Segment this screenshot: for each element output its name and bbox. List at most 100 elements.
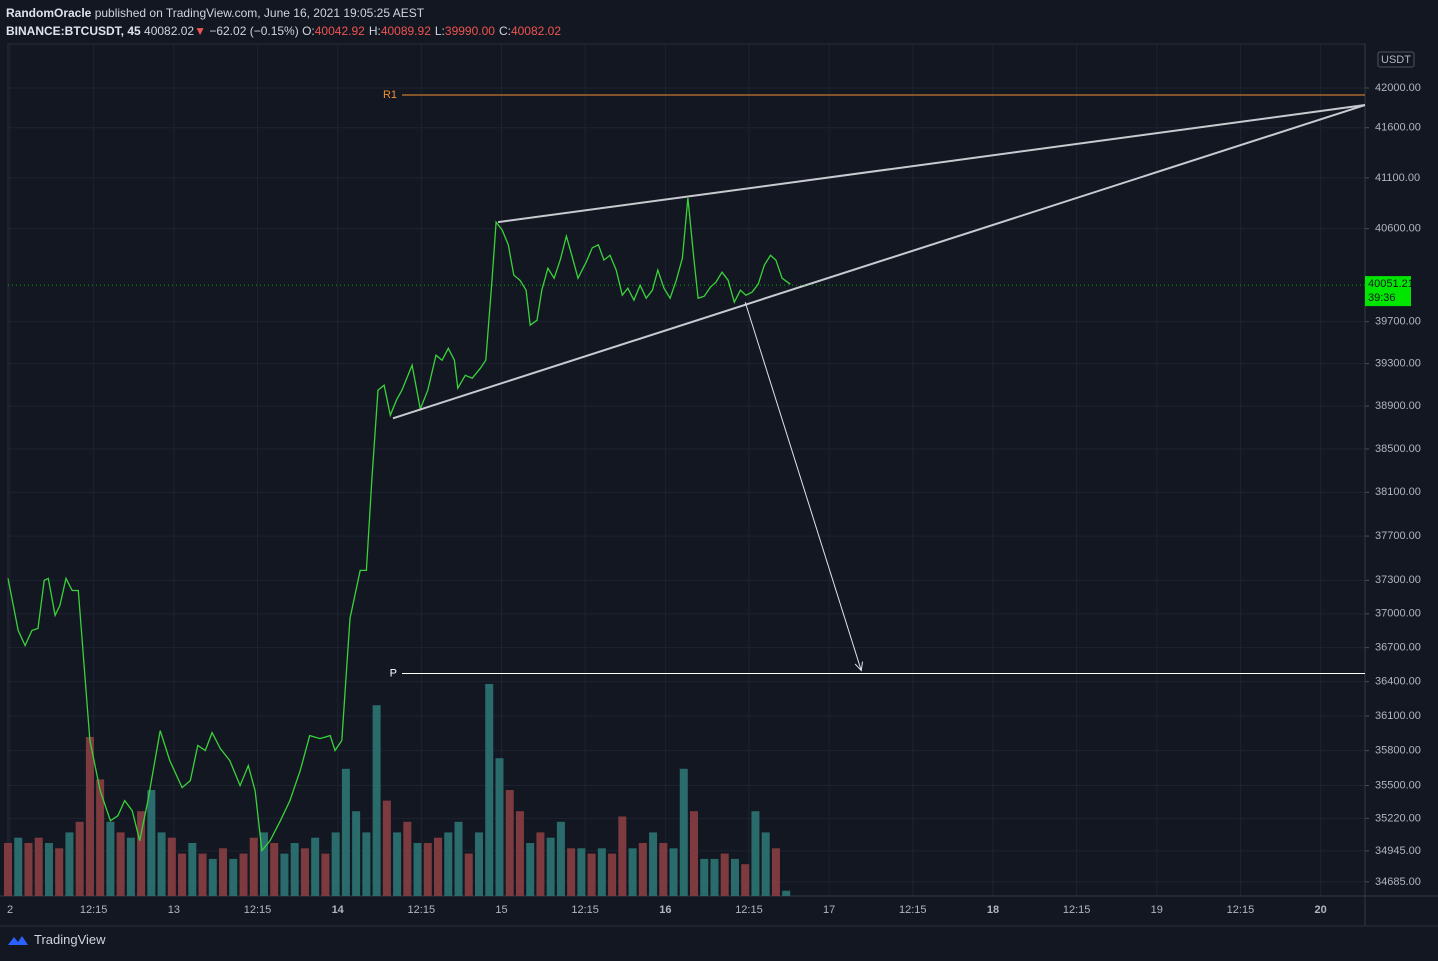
y-tick-label: 40600.00 [1375, 223, 1421, 235]
volume-bar [188, 843, 197, 896]
x-tick-label: 12:15 [1227, 904, 1255, 916]
x-tick-label: 19 [1151, 904, 1163, 916]
volume-bar [597, 848, 606, 896]
volume-bar [352, 811, 361, 896]
y-tick-label: 37000.00 [1375, 608, 1421, 620]
header: RandomOracle published on TradingView.co… [6, 4, 565, 40]
header-line-2: BINANCE:BTCUSDT, 45 40082.02▼ −62.02 (−0… [6, 22, 565, 40]
volume-bar [556, 821, 565, 896]
volume-bar [700, 858, 709, 896]
volume-bar [720, 853, 729, 896]
ohlc-label: H: [368, 24, 381, 38]
volume-bar [771, 848, 780, 896]
published: published on TradingView.com, June 16, 2… [94, 6, 425, 20]
author: RandomOracle [6, 6, 92, 20]
y-tick-label: 34685.00 [1375, 876, 1421, 888]
volume-bar [393, 832, 402, 896]
volume-bar [167, 837, 176, 896]
volume-bar [270, 843, 279, 896]
y-tick-label: 35220.00 [1375, 812, 1421, 824]
volume-bar [290, 843, 299, 896]
volume-bar [157, 832, 166, 896]
arrow-head [854, 661, 864, 672]
y-tick-label: 38900.00 [1375, 400, 1421, 412]
volume-bar [126, 837, 135, 896]
volume-bar [55, 848, 64, 896]
volume-bar [454, 821, 463, 896]
y-tick-label: 38100.00 [1375, 486, 1421, 498]
volume-bar [474, 832, 483, 896]
volume-bar [259, 832, 268, 896]
volume-bar [24, 843, 33, 896]
brand: TradingView [34, 932, 106, 947]
volume-bar [567, 848, 576, 896]
volume-bar [649, 832, 658, 896]
x-tick-label: 12:15 [408, 904, 436, 916]
price: 40082.02 [144, 24, 195, 38]
volume-bar [464, 853, 473, 896]
ohlc: O:40042.92 H:40089.92 L:39990.00 C:40082.02 [302, 24, 565, 38]
volume-bar [14, 837, 23, 896]
y-tick-label: 38500.00 [1375, 443, 1421, 455]
volume-bar [730, 858, 739, 896]
volume-bar [311, 837, 320, 896]
volume-bar [321, 853, 330, 896]
volume-bar [423, 843, 432, 896]
volume-bar [618, 816, 627, 896]
ohlc-label: C: [498, 24, 511, 38]
volume-bar [300, 848, 309, 896]
volume-bar [85, 737, 94, 896]
volume-bar [75, 821, 84, 896]
footer: TradingView [6, 932, 106, 947]
pane-frame [7, 43, 1366, 897]
y-tick-label: 36100.00 [1375, 710, 1421, 722]
x-tick-label: 12:15 [244, 904, 272, 916]
volume-bar [659, 843, 668, 896]
level-label: P [390, 667, 397, 679]
y-tick-label: 37300.00 [1375, 574, 1421, 586]
volume-bar [198, 853, 207, 896]
volume-bar [137, 811, 146, 896]
volume-bar [536, 832, 545, 896]
ohlc-value: 40082.02 [510, 24, 562, 38]
x-tick-label: 2 [7, 904, 13, 916]
symbol: BINANCE:BTCUSDT, 45 [6, 24, 141, 38]
x-tick-label: 17 [823, 904, 835, 916]
volume-bar [34, 837, 43, 896]
volume-bar [372, 705, 381, 896]
volume-bar [403, 821, 412, 896]
unit-box [1377, 51, 1415, 68]
y-tick-label: 39300.00 [1375, 358, 1421, 370]
volume-bar [526, 843, 535, 896]
ohlc-label: O: [302, 24, 315, 38]
logo [8, 935, 28, 945]
volume-bar [577, 848, 586, 896]
volume-bar [382, 800, 391, 896]
y-tick-label: 39700.00 [1375, 316, 1421, 328]
y-tick-label: 41100.00 [1375, 172, 1420, 184]
volume-bar [515, 811, 524, 896]
y-tick-label: 36400.00 [1375, 676, 1421, 688]
trendline [392, 104, 1366, 420]
x-tick-label: 14 [332, 904, 345, 916]
volume-bar [331, 832, 340, 896]
volume-bar [280, 853, 289, 896]
x-tick-label: 18 [987, 904, 999, 916]
volume-bar [249, 837, 258, 896]
y-tick-label: 35800.00 [1375, 745, 1421, 757]
ohlc-value: 40042.92 [314, 24, 365, 38]
volume-bar [147, 790, 156, 896]
volume-bar [690, 811, 699, 896]
volume-bar [485, 684, 494, 896]
volume-bar [178, 853, 187, 896]
x-tick-label: 12:15 [899, 904, 927, 916]
volume-bar [628, 848, 637, 896]
volume-bar [741, 864, 750, 896]
volume-bar [341, 768, 350, 896]
x-tick-label: 12:15 [571, 904, 599, 916]
volume-bar [608, 853, 617, 896]
volume-bar [413, 843, 422, 896]
x-tick-label: 12:15 [80, 904, 108, 916]
